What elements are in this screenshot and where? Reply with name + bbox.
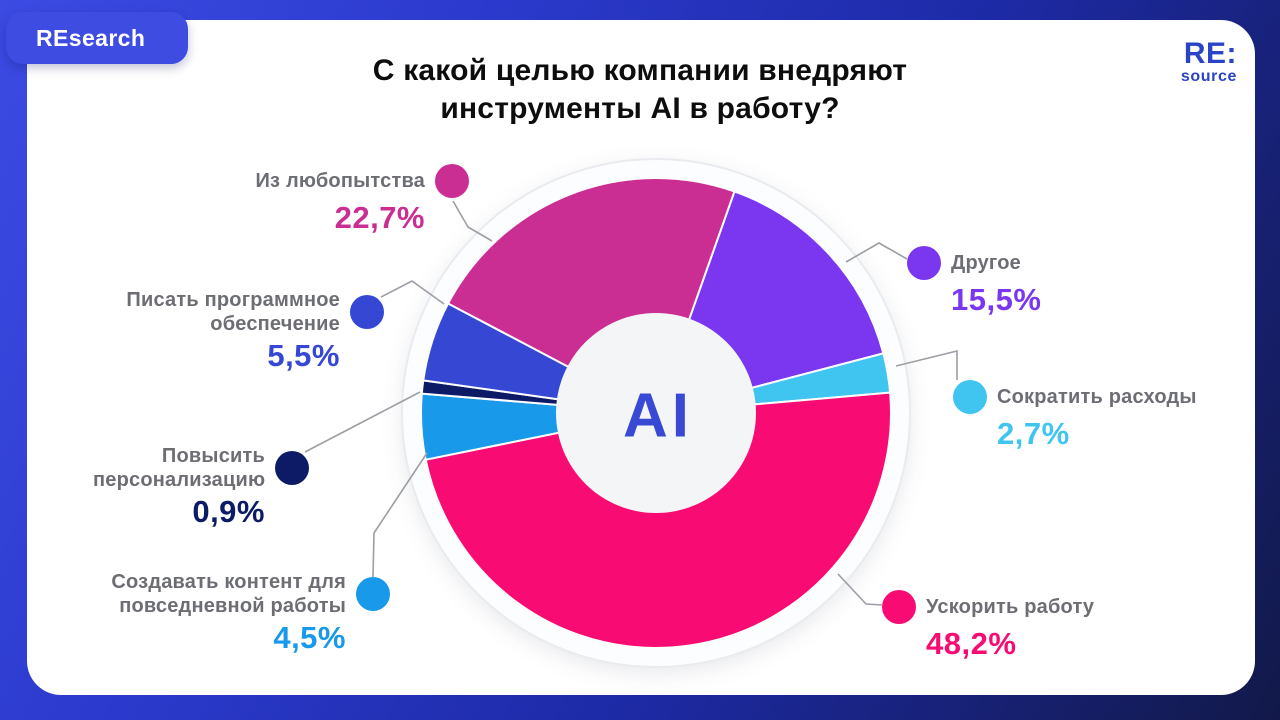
callout-bullet <box>275 451 309 485</box>
callout-speed-up: Ускорить работу 48,2% <box>882 590 1094 661</box>
callout-label: Другое <box>951 252 1021 274</box>
chart-title: С какой целью компании внедряют инструме… <box>0 52 1280 128</box>
callout-value: 2,7% <box>997 416 1070 451</box>
donut-hole <box>556 313 756 513</box>
callout-content: Создавать контент для повседневной работ… <box>94 570 390 655</box>
callout-value: 5,5% <box>267 338 340 373</box>
callout-bullet <box>907 246 941 280</box>
callout-label: Писать программное обеспечение <box>126 289 340 335</box>
brand-badge: REsearch <box>6 12 188 64</box>
callout-label: Из любопытства <box>255 170 425 192</box>
callout-value: 48,2% <box>926 626 1017 661</box>
callout-bullet <box>953 380 987 414</box>
callout-connectors <box>304 200 958 606</box>
callout-bullet <box>882 590 916 624</box>
brand-badge-label: REsearch <box>36 24 146 51</box>
callout-other: Другое 15,5% <box>907 246 1041 317</box>
brand-logo-re: RE: <box>1183 37 1237 70</box>
connector-curiosity <box>452 200 493 242</box>
chart-title-line1: С какой целью компании внедряют <box>372 54 908 87</box>
callout-cut-costs: Сократить расходы 2,7% <box>953 380 1197 451</box>
callout-label: Сократить расходы <box>997 386 1197 408</box>
callout-value: 22,7% <box>334 200 425 235</box>
callout-bullet <box>435 164 469 198</box>
pie-slice-2 <box>424 391 892 649</box>
connector-other <box>845 242 908 263</box>
callout-value: 15,5% <box>951 282 1042 317</box>
center-label: AI <box>623 382 693 451</box>
callout-value: 4,5% <box>273 620 346 655</box>
callout-curiosity: Из любопытства 22,7% <box>255 164 469 235</box>
callout-software: Писать программное обеспечение 5,5% <box>118 288 384 373</box>
callout-bullet <box>356 577 390 611</box>
connector-personalization <box>304 391 421 453</box>
callout-bullet <box>350 295 384 329</box>
connector-content <box>372 452 428 578</box>
connector-cut-costs <box>895 350 958 380</box>
callout-personalization: Повысить персонализацию 0,9% <box>93 444 309 529</box>
callout-label: Повысить персонализацию <box>93 445 266 491</box>
callout-value: 0,9% <box>192 494 265 529</box>
brand-logo: RE: source <box>1180 37 1237 86</box>
callout-label: Создавать контент для повседневной работ… <box>111 571 346 617</box>
connector-speed-up <box>837 573 883 606</box>
chart-title-line2: инструменты AI в работу? <box>440 92 840 125</box>
callout-label: Ускорить работу <box>926 596 1095 618</box>
connector-software <box>380 280 445 305</box>
brand-logo-source: source <box>1180 68 1237 85</box>
